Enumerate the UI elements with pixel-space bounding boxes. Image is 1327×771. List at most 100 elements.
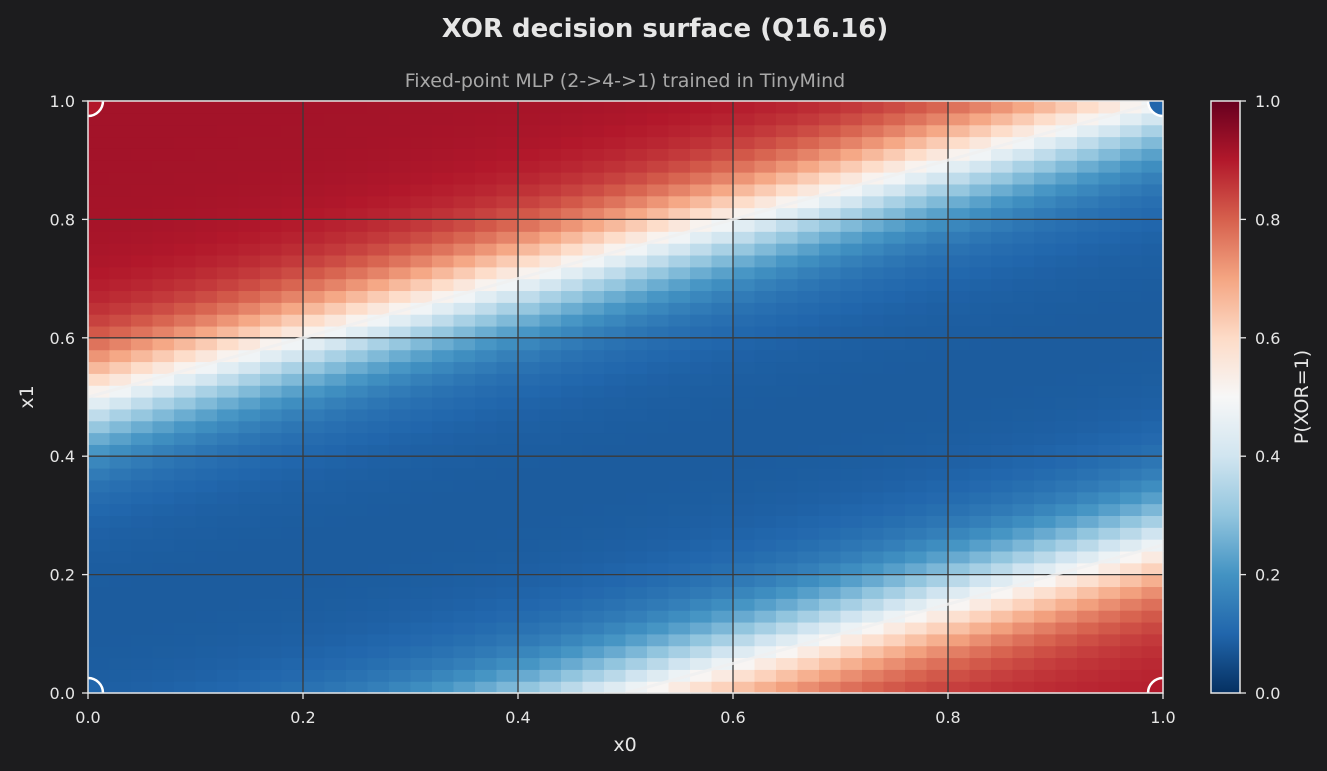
heatmap-cell: [152, 420, 175, 434]
heatmap-cell: [883, 621, 906, 635]
heatmap-cell: [561, 243, 584, 256]
heatmap-cell: [539, 314, 562, 327]
heatmap-cell: [711, 325, 734, 339]
heatmap-cell: [1098, 503, 1121, 516]
heatmap-cell: [776, 219, 799, 232]
heatmap-cell: [217, 408, 240, 422]
heatmap-cell: [926, 254, 949, 268]
heatmap-cell: [475, 373, 498, 386]
heatmap-cell: [496, 290, 519, 303]
heatmap-cell: [281, 314, 304, 327]
heatmap-cell: [260, 207, 283, 220]
heatmap-cell: [1012, 290, 1035, 303]
heatmap-cell: [604, 491, 627, 505]
heatmap-cell: [367, 574, 390, 588]
heatmap-cell: [217, 397, 240, 410]
heatmap-cell: [668, 254, 691, 268]
heatmap-cell: [905, 645, 928, 659]
heatmap-cell: [1077, 420, 1100, 434]
heatmap-cell: [948, 527, 971, 540]
heatmap-cell: [131, 385, 154, 398]
heatmap-cell: [582, 219, 605, 232]
training-point: [1146, 101, 1163, 118]
heatmap-cell: [1077, 243, 1100, 256]
heatmap-cell: [840, 349, 863, 363]
heatmap-cell: [969, 314, 992, 327]
heatmap-cell: [905, 266, 928, 280]
heatmap-cell: [582, 444, 605, 457]
heatmap-cell: [561, 302, 584, 315]
heatmap-cell: [991, 373, 1014, 386]
heatmap-cell: [754, 361, 777, 374]
heatmap-cell: [195, 539, 218, 552]
heatmap-cell: [668, 408, 691, 422]
heatmap-cell: [88, 657, 111, 670]
heatmap-cell: [217, 148, 240, 161]
heatmap-cell: [539, 408, 562, 422]
heatmap-cell: [475, 160, 498, 173]
heatmap-cell: [776, 397, 799, 410]
heatmap-cell: [582, 136, 605, 149]
heatmap-cell: [969, 172, 992, 185]
heatmap-cell: [217, 373, 240, 386]
y-axis-label: x1: [16, 385, 38, 408]
heatmap-cell: [238, 243, 261, 256]
heatmap-cell: [1141, 195, 1164, 209]
heatmap-cell: [754, 266, 777, 280]
heatmap-cell: [1012, 325, 1035, 339]
heatmap-cell: [281, 243, 304, 256]
heatmap-cell: [733, 195, 756, 209]
heatmap-cell: [496, 420, 519, 434]
heatmap-cell: [453, 408, 476, 422]
heatmap-cell: [475, 574, 498, 588]
heatmap-cell: [948, 550, 971, 564]
heatmap-cell: [195, 681, 218, 694]
heatmap-cell: [582, 420, 605, 434]
heatmap-cell: [969, 657, 992, 670]
heatmap-cell: [174, 373, 197, 386]
heatmap-cell: [1077, 669, 1100, 682]
heatmap-cell: [604, 681, 627, 694]
heatmap-cell: [410, 657, 433, 670]
heatmap-cell: [647, 598, 670, 611]
heatmap-cell: [926, 515, 949, 528]
heatmap-cell: [281, 456, 304, 469]
heatmap-cell: [1098, 101, 1121, 114]
heatmap-cell: [453, 610, 476, 623]
heatmap-cell: [88, 444, 111, 457]
heatmap-cell: [797, 527, 820, 540]
heatmap-cell: [109, 148, 132, 161]
heatmap-cell: [453, 207, 476, 220]
heatmap-cell: [303, 101, 326, 114]
heatmap-cell: [948, 503, 971, 516]
heatmap-cell: [926, 633, 949, 647]
heatmap-cell: [539, 539, 562, 552]
heatmap-cell: [217, 503, 240, 516]
heatmap-cell: [1034, 550, 1057, 564]
heatmap-cell: [1034, 266, 1057, 280]
heatmap-cell: [561, 101, 584, 114]
heatmap-cell: [238, 314, 261, 327]
heatmap-cell: [496, 373, 519, 386]
heatmap-cell: [1034, 314, 1057, 327]
heatmap-cell: [475, 243, 498, 256]
heatmap-cell: [1077, 373, 1100, 386]
heatmap-cell: [690, 444, 713, 457]
heatmap-cell: [238, 219, 261, 232]
heatmap-cell: [303, 479, 326, 493]
heatmap-cell: [453, 124, 476, 138]
heatmap-cell: [690, 231, 713, 244]
heatmap-cell: [238, 420, 261, 434]
heatmap-cell: [131, 468, 154, 481]
heatmap-cell: [883, 112, 906, 126]
heatmap-cell: [991, 385, 1014, 398]
heatmap-cell: [410, 432, 433, 445]
heatmap-cell: [991, 101, 1014, 114]
heatmap-cell: [991, 432, 1014, 445]
heatmap-cell: [195, 136, 218, 149]
heatmap-cell: [1055, 266, 1078, 280]
heatmap-cell: [346, 420, 369, 434]
heatmap-cell: [475, 420, 498, 434]
heatmap-cell: [926, 101, 949, 114]
heatmap-cell: [475, 456, 498, 469]
